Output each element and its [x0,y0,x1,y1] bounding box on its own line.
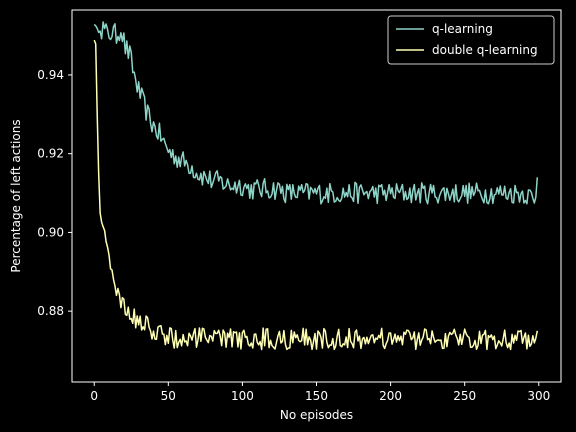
x-axis-label: No episodes [280,408,353,422]
y-tick-label: 0.90 [37,225,64,239]
legend: q-learning double q-learning [388,16,554,64]
y-axis-label: Percentage of left actions [9,119,23,272]
legend-label: q-learning [432,22,493,36]
x-tick-label: 200 [379,389,402,403]
y-tick-label: 0.92 [37,147,64,161]
x-tick-label: 100 [231,389,254,403]
legend-label: double q-learning [432,43,538,57]
y-tick-label: 0.88 [37,304,64,318]
x-tick-label: 150 [305,389,328,403]
x-tick-label: 0 [90,389,98,403]
x-tick-label: 300 [527,389,550,403]
x-tick-label: 50 [161,389,176,403]
y-tick-label: 0.94 [37,68,64,82]
x-tick-label: 250 [453,389,476,403]
